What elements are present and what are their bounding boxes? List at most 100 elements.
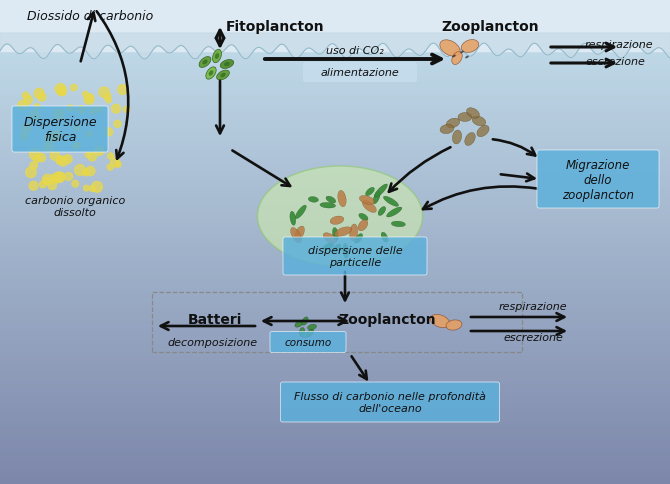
Ellipse shape (216, 71, 229, 81)
Ellipse shape (302, 317, 308, 325)
Bar (0, 226, 670, 230)
Bar (0, 456, 670, 460)
Circle shape (29, 182, 38, 191)
Circle shape (18, 101, 27, 110)
Circle shape (89, 186, 95, 192)
Bar (0, 424, 670, 427)
Ellipse shape (208, 71, 213, 76)
Ellipse shape (224, 63, 230, 67)
Circle shape (84, 169, 89, 175)
Bar (0, 8, 670, 12)
Ellipse shape (465, 57, 469, 59)
Ellipse shape (215, 54, 219, 60)
Bar (0, 355, 670, 359)
Circle shape (78, 106, 86, 114)
Ellipse shape (383, 197, 399, 207)
Bar (0, 157, 670, 161)
Ellipse shape (460, 52, 464, 54)
Text: Dispersione
fisica: Dispersione fisica (23, 116, 96, 144)
Ellipse shape (350, 225, 358, 242)
Circle shape (50, 151, 60, 161)
Bar (0, 169, 670, 173)
Circle shape (34, 105, 40, 110)
Text: respirazione: respirazione (585, 40, 654, 50)
Bar (0, 109, 670, 113)
Circle shape (107, 153, 114, 160)
Bar (0, 101, 670, 105)
Bar (0, 327, 670, 331)
Ellipse shape (477, 126, 489, 137)
Ellipse shape (452, 52, 462, 65)
Bar (0, 318, 670, 323)
Ellipse shape (322, 243, 334, 251)
Text: Migrazione
dello
zooplancton: Migrazione dello zooplancton (562, 158, 634, 201)
Circle shape (85, 153, 90, 158)
Ellipse shape (446, 119, 460, 129)
Bar (0, 117, 670, 121)
Ellipse shape (472, 117, 486, 127)
Circle shape (86, 167, 95, 176)
Bar (0, 262, 670, 266)
Ellipse shape (465, 133, 475, 146)
Circle shape (74, 126, 79, 131)
Circle shape (24, 96, 32, 105)
Bar (0, 238, 670, 242)
Bar (0, 379, 670, 383)
Circle shape (38, 154, 46, 163)
Text: consumo: consumo (284, 337, 332, 348)
Ellipse shape (323, 233, 336, 244)
Bar (0, 311, 670, 315)
Bar (0, 129, 670, 133)
Ellipse shape (387, 208, 402, 218)
Bar (0, 371, 670, 375)
Ellipse shape (375, 184, 387, 198)
Bar (0, 331, 670, 335)
Bar (0, 383, 670, 387)
Circle shape (86, 132, 92, 137)
Bar (0, 81, 670, 85)
Bar (0, 48, 670, 52)
Circle shape (55, 84, 66, 95)
Bar (0, 57, 670, 60)
Bar (0, 202, 670, 206)
Bar (0, 89, 670, 93)
Ellipse shape (306, 330, 314, 337)
Circle shape (25, 168, 36, 178)
Bar (0, 343, 670, 347)
Bar (0, 460, 670, 464)
Ellipse shape (220, 60, 234, 69)
Bar (0, 24, 670, 28)
Bar (0, 323, 670, 327)
Ellipse shape (290, 212, 295, 226)
Ellipse shape (440, 125, 454, 135)
Circle shape (118, 86, 127, 95)
Circle shape (84, 95, 94, 105)
Ellipse shape (334, 227, 352, 237)
Circle shape (42, 175, 53, 185)
Bar (0, 347, 670, 351)
Bar (0, 32, 670, 36)
Bar (0, 452, 670, 456)
Circle shape (92, 182, 103, 193)
Bar (0, 12, 670, 16)
Bar (0, 339, 670, 343)
Bar (0, 351, 670, 355)
Bar (0, 161, 670, 166)
Bar (0, 432, 670, 436)
Bar (0, 45, 670, 48)
Bar (0, 194, 670, 197)
Bar (0, 290, 670, 294)
Bar (0, 468, 670, 472)
Ellipse shape (343, 244, 348, 259)
Ellipse shape (206, 68, 216, 80)
Circle shape (104, 94, 111, 101)
Circle shape (94, 148, 104, 156)
Circle shape (43, 178, 50, 185)
Circle shape (86, 94, 94, 102)
FancyBboxPatch shape (12, 107, 108, 152)
Ellipse shape (333, 244, 341, 253)
Bar (0, 0, 670, 52)
Ellipse shape (326, 197, 336, 204)
FancyBboxPatch shape (270, 332, 346, 353)
Ellipse shape (359, 196, 375, 205)
